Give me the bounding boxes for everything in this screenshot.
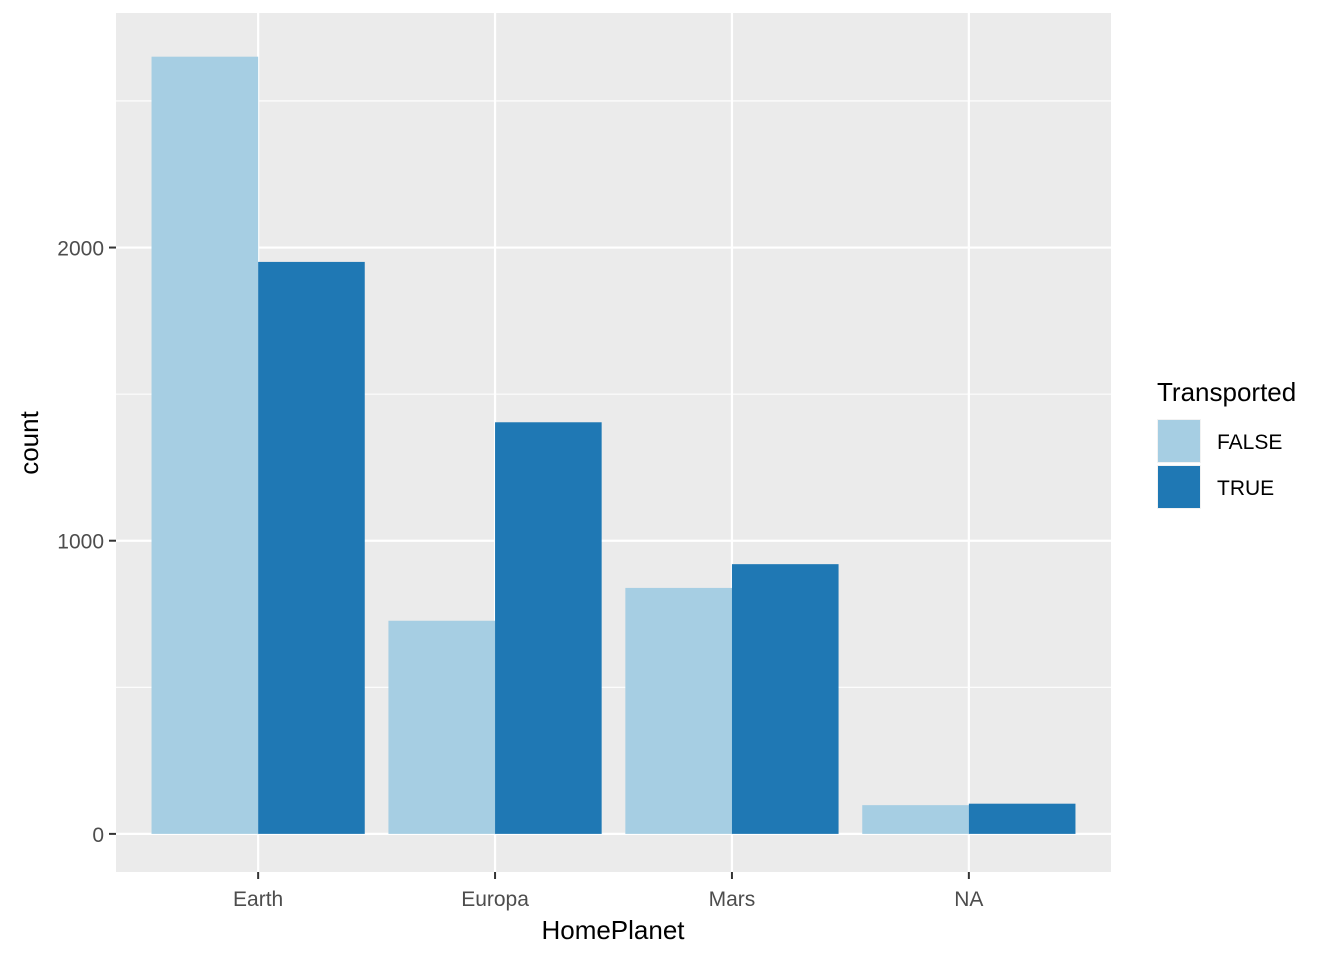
x-tick-label-europa: Europa <box>461 888 529 911</box>
y-axis-title: count <box>14 410 44 474</box>
bar-na-true <box>968 803 1076 834</box>
y-tick-label-0: 0 <box>92 824 104 847</box>
x-tick-label-na: NA <box>954 888 983 911</box>
legend-title: Transported <box>1157 377 1296 407</box>
bar-europa-true <box>495 422 602 834</box>
y-tick-label-2: 2000 <box>57 238 104 261</box>
legend-swatch-false <box>1158 420 1200 462</box>
y-axis: 0 1000 2000 <box>57 238 116 847</box>
legend-label-false: FALSE <box>1217 431 1282 454</box>
bars <box>151 56 1076 834</box>
bar-mars-true <box>731 564 839 834</box>
y-tick-label-1: 1000 <box>57 531 104 554</box>
x-tick-label-earth: Earth <box>233 888 283 911</box>
bar-mars-false <box>625 587 732 834</box>
x-axis: Earth Europa Mars NA <box>233 872 983 911</box>
bar-europa-false <box>388 620 496 834</box>
legend-label-true: TRUE <box>1217 477 1274 500</box>
x-axis-title: HomePlanet <box>541 915 685 945</box>
bar-earth-true <box>258 261 365 834</box>
bar-na-false <box>862 805 969 834</box>
legend-swatch-true <box>1158 466 1200 508</box>
legend: Transported FALSE TRUE <box>1157 377 1296 509</box>
x-tick-label-mars: Mars <box>709 888 756 911</box>
bar-earth-false <box>151 56 259 834</box>
